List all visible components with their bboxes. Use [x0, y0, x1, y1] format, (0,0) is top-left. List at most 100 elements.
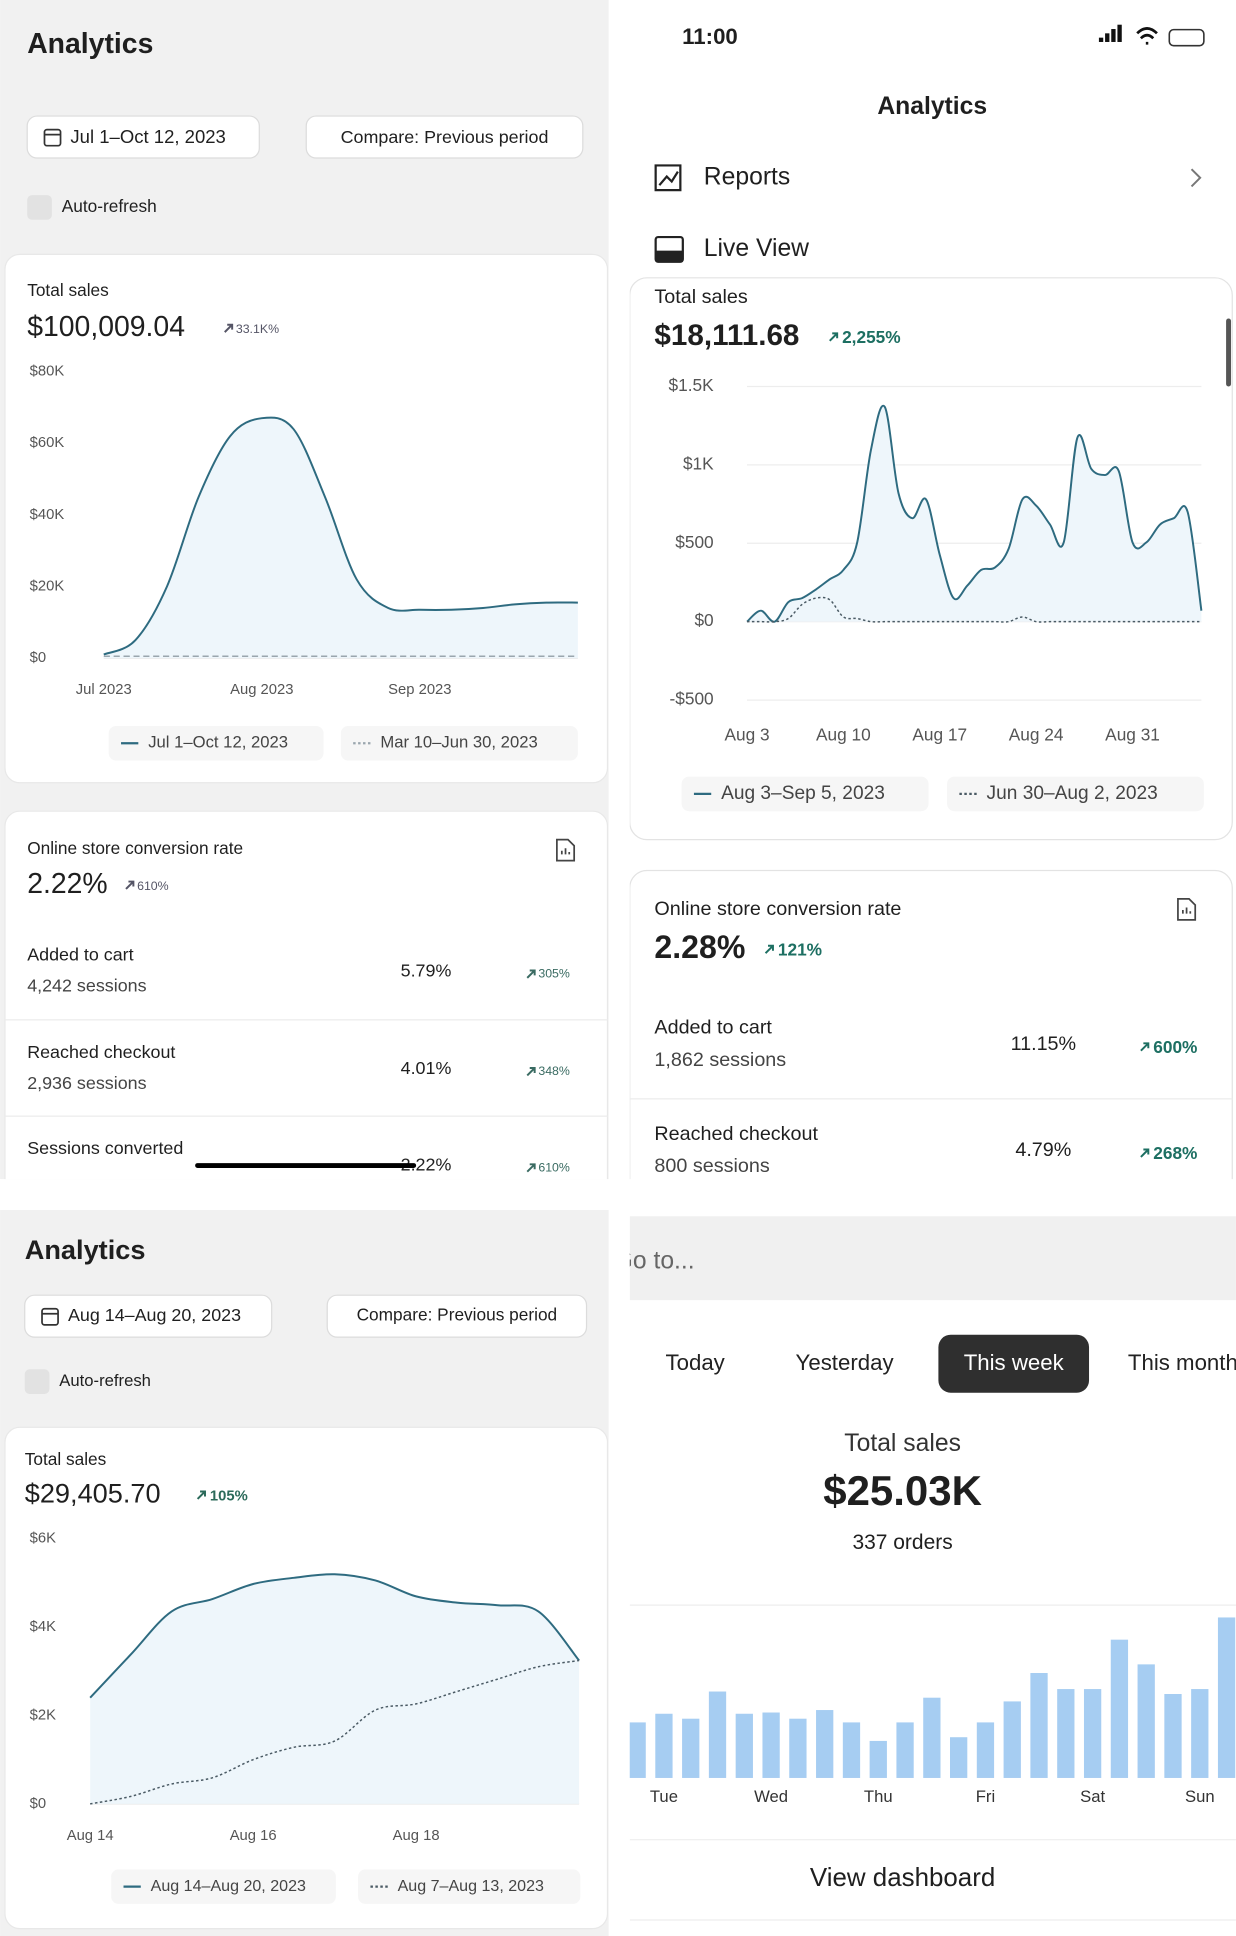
row-rate: 5.79% — [401, 960, 452, 980]
auto-refresh-label: Auto-refresh — [59, 1371, 151, 1390]
metric-label: Total sales — [844, 1430, 961, 1457]
row-sessions: 1,862 sessions — [654, 1049, 786, 1071]
chevron-icon — [1190, 168, 1202, 188]
row-sessions: 4,242 sessions — [27, 975, 146, 995]
trend-arrow-icon — [829, 332, 839, 342]
x-tick-label: Tue — [650, 1787, 678, 1806]
row-change: 600% — [1153, 1037, 1197, 1057]
metric-change: 33.1K% — [236, 322, 279, 336]
bar — [923, 1697, 941, 1778]
x-tick-label: Aug 3 — [724, 724, 769, 744]
compare-label: Compare: Previous period — [341, 127, 549, 147]
menu-item[interactable]: Live View — [704, 235, 809, 262]
tab[interactable]: Yesterday — [796, 1350, 895, 1375]
legend-pill — [681, 776, 929, 812]
calendar-icon — [43, 128, 62, 147]
x-tick-label: Sun — [1185, 1787, 1215, 1806]
background — [629, 1216, 1236, 1936]
row-rate: 11.15% — [1011, 1033, 1077, 1055]
metric-value: 2.22% — [27, 868, 107, 900]
y-tick-label: $0 — [30, 1796, 46, 1812]
bar — [1003, 1701, 1021, 1778]
x-tick-label: Sep 2023 — [388, 682, 451, 698]
x-tick-label: Jul 2023 — [76, 682, 132, 698]
y-tick-label: $6K — [30, 1530, 56, 1546]
bar — [976, 1722, 995, 1778]
x-tick-label: Aug 18 — [393, 1828, 440, 1844]
legend-pill — [108, 726, 324, 761]
y-tick-label: $40K — [30, 507, 65, 523]
row-change: 305% — [538, 966, 570, 980]
bar — [1110, 1639, 1129, 1778]
metric-value: $25.03K — [823, 1467, 982, 1514]
bar — [1057, 1689, 1075, 1778]
legend-label: Aug 14–Aug 20, 2023 — [151, 1877, 306, 1895]
calendar-icon — [41, 1307, 59, 1326]
trend-arrow-icon — [1140, 1148, 1150, 1158]
legend-label: Mar 10–Jun 30, 2023 — [380, 733, 537, 752]
auto-refresh-label: Auto-refresh — [62, 196, 157, 216]
series-line — [103, 416, 578, 656]
y-tick-label: $1.5K — [669, 375, 715, 395]
trend-arrow-icon — [764, 944, 774, 954]
bar — [708, 1691, 727, 1778]
y-tick-label: -$500 — [670, 689, 714, 709]
metric-label: Total sales — [654, 286, 747, 308]
search-placeholder: Go to... — [614, 1247, 695, 1274]
bar — [816, 1710, 834, 1778]
row-label: Reached checkout — [27, 1042, 175, 1062]
legend-pill — [947, 776, 1204, 812]
search-bar — [629, 1216, 1236, 1301]
checkbox[interactable] — [24, 1369, 50, 1394]
legend-pill — [111, 1869, 336, 1904]
y-tick-label: $2K — [30, 1707, 56, 1723]
x-tick-label: Aug 17 — [912, 724, 967, 744]
view-dashboard-button[interactable]: View dashboard — [810, 1864, 995, 1892]
bar — [869, 1740, 887, 1778]
card — [629, 869, 1233, 1180]
metric-label: Online store conversion rate — [654, 898, 901, 920]
legend-label: Aug 7–Aug 13, 2023 — [398, 1877, 544, 1895]
tab[interactable]: Today — [666, 1350, 726, 1375]
series-area — [103, 417, 578, 659]
x-tick-label: Aug 16 — [230, 1828, 277, 1844]
date-button[interactable] — [24, 1294, 273, 1338]
y-tick-label: $0 — [694, 610, 713, 630]
bar — [1217, 1617, 1236, 1778]
y-tick-label: $0 — [30, 650, 46, 666]
signal-bar — [1098, 37, 1104, 42]
tab-selected[interactable] — [938, 1334, 1090, 1393]
tab[interactable]: This week — [964, 1350, 1065, 1375]
date-button[interactable] — [26, 115, 260, 159]
checkbox[interactable] — [27, 195, 52, 220]
compare-button[interactable] — [326, 1294, 588, 1338]
bar — [950, 1737, 968, 1778]
series-line — [90, 1659, 580, 1805]
row-change: 348% — [538, 1064, 570, 1078]
bar — [1083, 1689, 1102, 1778]
scrollbar — [1226, 318, 1232, 387]
bar — [1164, 1694, 1182, 1778]
screen-mobile-analytics: 11:00 Analytics Reports Live View Total sale… — [629, 0, 1236, 1180]
y-tick-label: $1K — [683, 453, 714, 473]
report-icon — [556, 838, 576, 862]
row-sessions: 800 sessions — [654, 1155, 769, 1177]
x-tick-label: Sat — [1080, 1787, 1105, 1806]
metric-label: Total sales — [25, 1449, 107, 1469]
metric-change: 105% — [210, 1488, 248, 1504]
menu-item[interactable]: Reports — [704, 163, 790, 190]
date-range: Aug 14–Aug 20, 2023 — [68, 1305, 241, 1325]
compare-label: Compare: Previous period — [357, 1305, 558, 1325]
legend-pill — [340, 726, 578, 761]
metric-orders: 337 orders — [852, 1531, 952, 1554]
row-change: 610% — [538, 1160, 570, 1174]
card — [629, 277, 1233, 841]
bar — [762, 1712, 780, 1778]
trend-arrow-icon — [526, 1163, 536, 1173]
x-tick-label: Aug 31 — [1105, 724, 1160, 744]
compare-button[interactable] — [305, 115, 584, 159]
metric-change: 610% — [137, 879, 169, 893]
trend-arrow-icon — [526, 1067, 536, 1077]
tab[interactable]: This month — [1128, 1350, 1236, 1375]
